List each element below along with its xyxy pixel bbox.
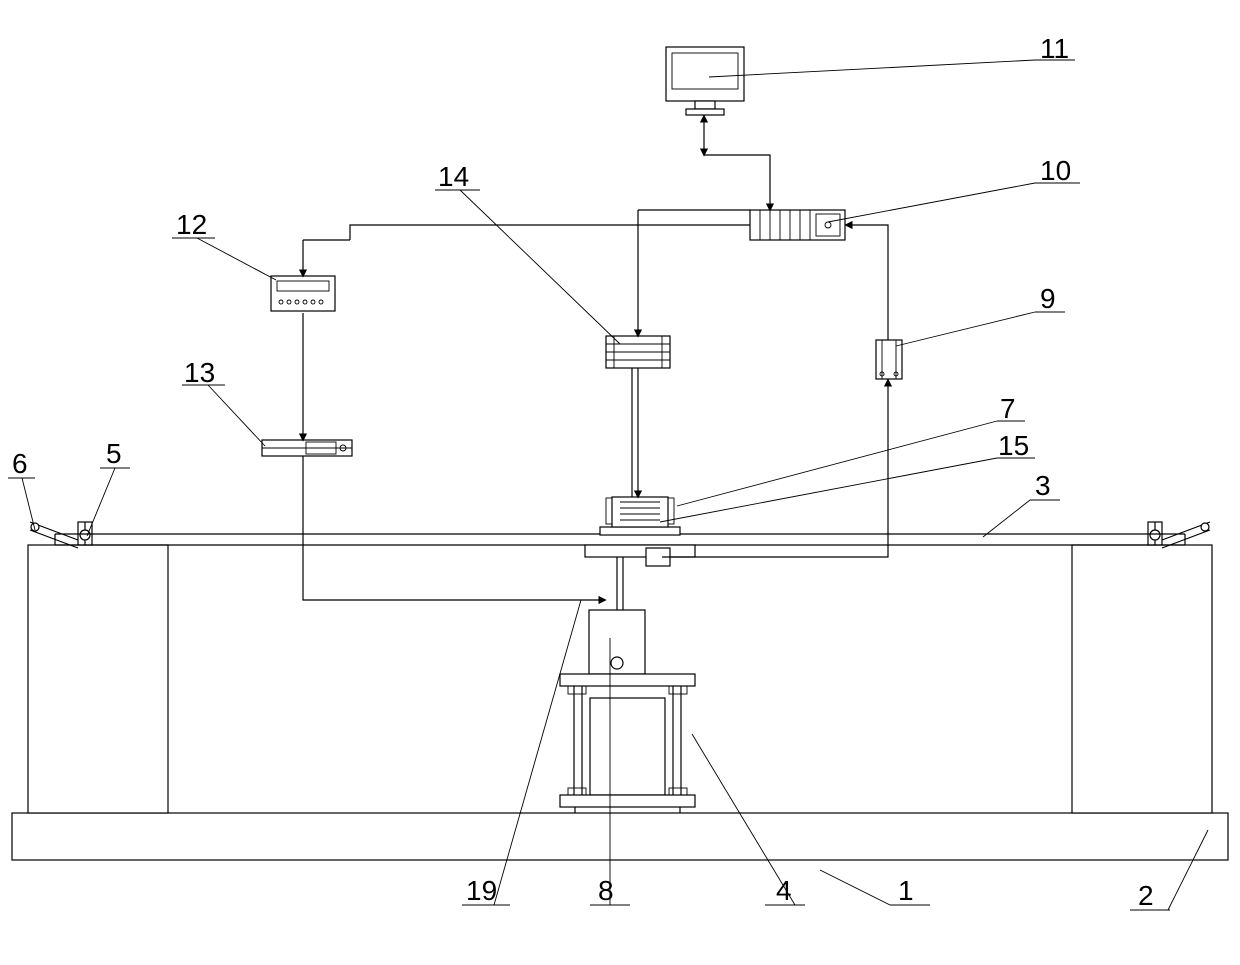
label-13: 13 (184, 357, 215, 388)
label-8: 8 (598, 875, 614, 906)
label-7: 7 (1000, 393, 1016, 424)
left-support-pillar (28, 522, 168, 813)
monitor-display (666, 47, 744, 115)
label-6: 6 (12, 448, 28, 479)
label-5: 5 (106, 438, 122, 469)
label-10: 10 (1040, 155, 1071, 186)
label-15: 15 (998, 430, 1029, 461)
actuator-base (560, 674, 695, 813)
label-1: 1 (898, 875, 914, 906)
interface-13 (262, 440, 352, 456)
label-19: 19 (466, 875, 497, 906)
controller-unit (750, 210, 845, 240)
label-11: 11 (1040, 33, 1069, 64)
label-14: 14 (438, 161, 469, 192)
label-12: 12 (176, 209, 207, 240)
right-support-pillar (1072, 522, 1212, 813)
label-3: 3 (1035, 470, 1051, 501)
label-2: 2 (1138, 880, 1154, 911)
load-rod (617, 557, 623, 610)
specimen-beam (55, 534, 1185, 545)
label-4: 4 (776, 875, 792, 906)
amplifier-14 (606, 336, 670, 368)
floor-plate (12, 813, 1228, 860)
callout-labels: 1 2 3 4 5 6 7 8 9 10 11 12 13 14 15 19 (12, 33, 1154, 911)
actuator-head (600, 497, 680, 535)
signal-wiring (303, 116, 888, 600)
under-beam-sensor (585, 545, 695, 566)
piston-cylinder (589, 610, 645, 674)
label-9: 9 (1040, 283, 1056, 314)
driver-unit-12 (271, 276, 335, 311)
